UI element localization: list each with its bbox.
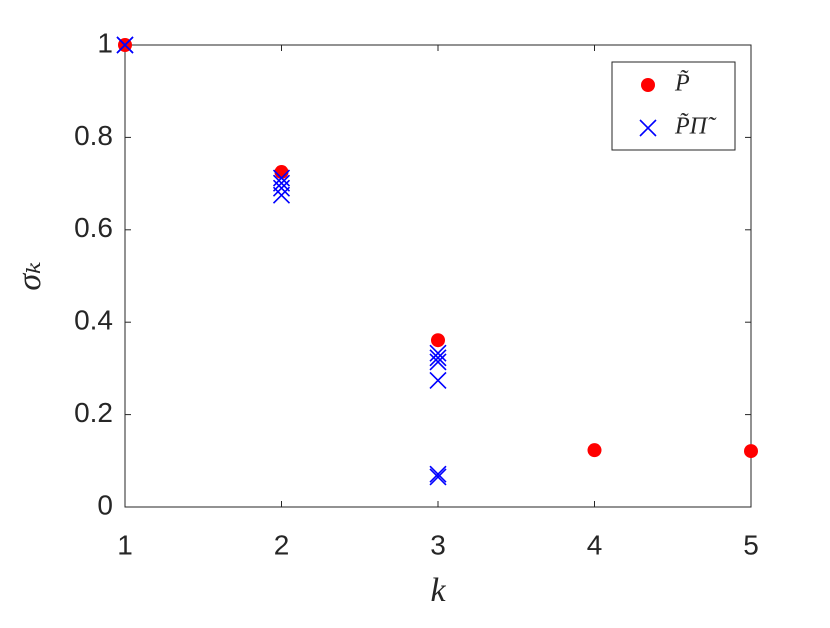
y-axis-label: σₖ [11, 261, 48, 290]
point [272, 174, 291, 192]
point [272, 179, 291, 197]
point [431, 333, 445, 348]
legend-marker [641, 78, 655, 92]
point [587, 443, 602, 458]
point [272, 186, 291, 204]
y-tick-label: 0 [97, 489, 113, 520]
y-tick-label: 1 [97, 27, 113, 58]
point [429, 465, 447, 483]
point [429, 344, 447, 362]
legend-box [611, 61, 736, 151]
y-tick-label: 0.2 [74, 397, 113, 428]
y-tick-label: 0.4 [74, 305, 113, 336]
point [429, 371, 447, 389]
x-tick-label: 1 [117, 529, 133, 560]
point [744, 444, 758, 459]
point [429, 349, 447, 367]
point [429, 353, 447, 371]
x-tick-label: 2 [274, 529, 290, 560]
legend-marker [639, 119, 657, 137]
x-axis-label: k [430, 572, 446, 609]
y-tick-label: 0.6 [74, 212, 113, 243]
y-tick-label: 0.8 [74, 120, 113, 151]
point [116, 36, 134, 54]
x-tick-label: 3 [430, 529, 446, 560]
legend-label: P̃ [674, 70, 690, 97]
x-tick-label: 5 [743, 529, 759, 560]
x-tick-label: 4 [587, 529, 603, 560]
point [429, 468, 447, 486]
